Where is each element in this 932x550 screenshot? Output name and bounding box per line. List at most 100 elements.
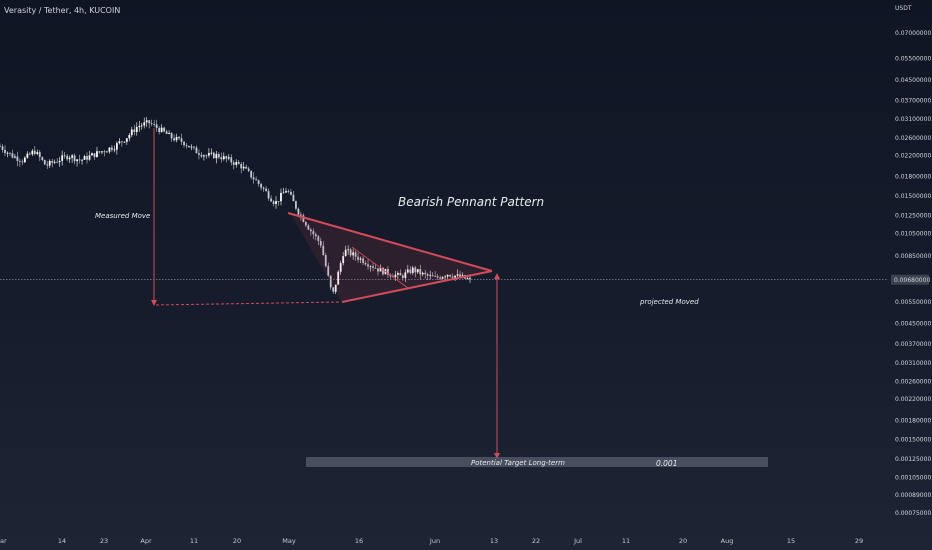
- candle-body: [43, 159, 46, 165]
- candle-body: [9, 152, 11, 154]
- x-tick-label: 16: [355, 537, 363, 545]
- candle-body: [163, 127, 166, 132]
- pattern-label: Bearish Pennant Pattern: [398, 195, 544, 209]
- candle-body: [153, 124, 156, 125]
- candle-body: [115, 143, 118, 150]
- candle-body: [207, 153, 210, 156]
- projected-arrowhead-top: [494, 273, 500, 279]
- candle-body: [120, 141, 123, 143]
- candle-body: [98, 151, 101, 153]
- candle-body: [203, 155, 205, 157]
- candle-body: [439, 277, 442, 279]
- candle-body: [76, 159, 78, 162]
- measured-move-arrowhead: [151, 300, 157, 306]
- candle-body: [297, 208, 300, 215]
- y-tick-label: 0.07000000: [895, 30, 931, 37]
- candle-body: [277, 201, 280, 202]
- y-tick-label: 0.00220000: [895, 396, 931, 403]
- candle-body: [103, 151, 106, 153]
- candle-body: [349, 249, 352, 256]
- candle-body: [73, 155, 76, 162]
- y-tick-label: 0.02600000: [895, 135, 931, 142]
- target-value: 0.001: [656, 459, 677, 468]
- candle-body: [434, 276, 437, 278]
- candle-body: [18, 160, 21, 162]
- candle-body: [31, 150, 34, 155]
- candle-body: [290, 191, 292, 195]
- candle-body: [68, 157, 71, 160]
- candle-body: [309, 229, 312, 232]
- x-tick-label: Apr: [140, 537, 152, 545]
- candle-body: [237, 162, 240, 164]
- candle-body: [16, 156, 19, 161]
- candle-body: [56, 161, 59, 163]
- candle-body: [374, 267, 377, 269]
- candle-body: [190, 146, 193, 148]
- candle-body: [332, 287, 335, 292]
- candle-body: [148, 120, 151, 124]
- candle-body: [130, 129, 133, 135]
- candle-body: [200, 154, 203, 157]
- candle-body: [173, 138, 175, 141]
- candle-body: [217, 154, 220, 158]
- y-tick-label: 0.03100000: [895, 116, 931, 123]
- candle-body: [83, 156, 86, 160]
- candle-body: [242, 166, 245, 169]
- y-tick-label: 0.01500000: [895, 193, 931, 200]
- x-tick-label: 13: [490, 537, 498, 545]
- candle-body: [6, 152, 9, 154]
- candle-body: [414, 267, 417, 273]
- candle-body: [66, 155, 69, 160]
- candle-body: [304, 222, 307, 226]
- candle-body: [342, 256, 345, 264]
- time-axis: ar 14 23 Apr 11 20 May 16 Jun 13 22 Jul 11 20 Aug 15 29: [0, 537, 863, 545]
- candle-body: [21, 161, 24, 163]
- x-tick-label: 23: [100, 537, 108, 545]
- candle-body: [260, 183, 263, 188]
- candle-body: [220, 157, 223, 160]
- candle-body: [91, 153, 93, 156]
- candle-body: [53, 161, 56, 163]
- candle-body: [140, 125, 143, 127]
- candle-body: [429, 275, 432, 276]
- y-tick-label: 0.00105000: [895, 474, 931, 481]
- x-tick-label: 15: [787, 537, 795, 545]
- candle-body: [285, 191, 287, 193]
- candle-body: [58, 160, 61, 163]
- candle-body: [165, 131, 168, 134]
- y-tick-label: 0.03700000: [895, 97, 931, 104]
- candle-body: [128, 134, 131, 139]
- current-price-label: 0.00680000: [894, 277, 930, 284]
- candle-body: [193, 146, 195, 148]
- candle-body: [252, 177, 255, 180]
- x-tick-label: 20: [679, 537, 687, 545]
- x-tick-label: 11: [622, 537, 630, 545]
- candle-body: [377, 268, 379, 272]
- candle-body: [444, 276, 447, 278]
- candle-body: [23, 157, 26, 163]
- candle-body: [133, 129, 136, 132]
- candle-body: [292, 194, 295, 202]
- candle-body: [227, 157, 230, 159]
- y-tick-label: 0.00260000: [895, 378, 931, 385]
- candle-body: [4, 149, 6, 153]
- candle-body: [150, 123, 153, 125]
- pennant-area: [290, 213, 492, 302]
- y-tick-label: 0.01800000: [895, 174, 931, 181]
- candle-body: [232, 162, 235, 165]
- pattern-overlay: 0.00680000 Bearish Pennant Pattern Measure…: [0, 128, 930, 468]
- candle-body: [183, 141, 185, 146]
- x-tick-label: 29: [855, 537, 863, 545]
- candle-body: [424, 272, 427, 275]
- candle-body: [267, 191, 270, 199]
- candles-layer: [0, 117, 471, 295]
- candle-body: [178, 136, 180, 139]
- candle-body: [446, 274, 449, 277]
- candle-body: [0, 146, 1, 148]
- y-tick-label: 0.00089000: [895, 492, 931, 499]
- candle-body: [396, 272, 399, 275]
- candle-body: [235, 162, 238, 165]
- candle-body: [88, 155, 91, 160]
- candle-body: [299, 214, 302, 216]
